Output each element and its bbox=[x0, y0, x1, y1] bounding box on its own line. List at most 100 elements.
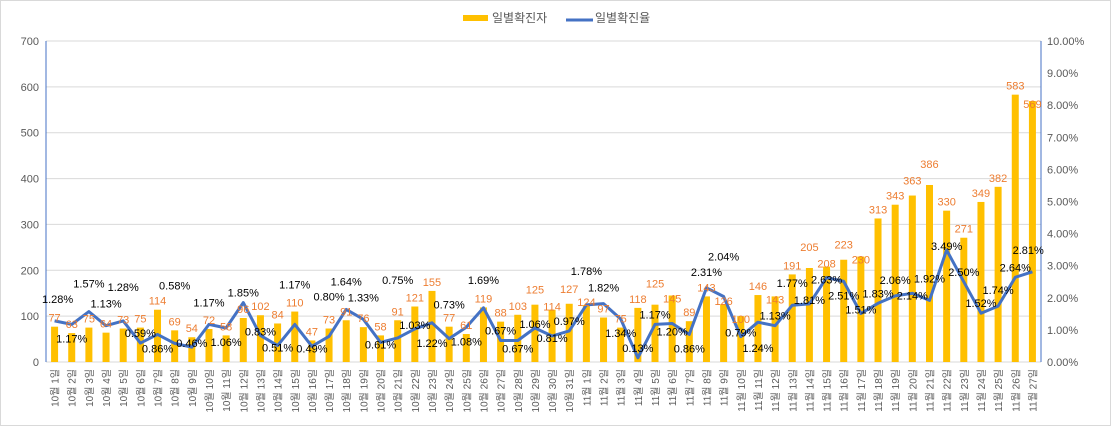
line-data-label: 1.20% bbox=[657, 326, 688, 338]
bar-data-label: 47 bbox=[306, 326, 318, 338]
x-tick-label: 10월 9일 bbox=[187, 369, 199, 407]
bar bbox=[908, 195, 916, 362]
bar-data-label: 118 bbox=[629, 294, 647, 306]
line-data-label: 0.67% bbox=[502, 343, 533, 355]
x-tick-label: 11월 23일 bbox=[959, 369, 971, 412]
line-data-label: 0.58% bbox=[159, 280, 190, 292]
x-tick-label: 10월 31일 bbox=[564, 369, 576, 412]
x-tick-label: 11월 5일 bbox=[650, 369, 662, 406]
bar-data-label: 343 bbox=[886, 191, 904, 203]
x-tick-label: 11월 14일 bbox=[804, 369, 816, 412]
bar bbox=[994, 186, 1002, 362]
line-data-label: 1.13% bbox=[759, 311, 790, 323]
x-tick-label: 11월 27일 bbox=[1027, 369, 1039, 412]
x-tick-label: 11월 2일 bbox=[599, 369, 611, 406]
line-data-label: 2.31% bbox=[691, 267, 722, 279]
x-tick-label: 10월 19일 bbox=[358, 369, 370, 412]
bar bbox=[205, 328, 213, 362]
bar-data-label: 146 bbox=[749, 281, 767, 293]
x-tick-label: 10월 17일 bbox=[324, 369, 336, 412]
bar-data-label: 97 bbox=[597, 304, 609, 316]
bar-data-label: 125 bbox=[526, 285, 544, 297]
bar-data-label: 76 bbox=[357, 313, 369, 325]
x-tick-label: 10월 8일 bbox=[170, 369, 182, 407]
line-data-label: 1.28% bbox=[108, 282, 139, 294]
bar bbox=[394, 320, 402, 362]
line-data-label: 1.17% bbox=[193, 297, 224, 309]
bar-data-label: 119 bbox=[475, 293, 493, 305]
y-right-tick-label: 10.00% bbox=[1047, 36, 1085, 48]
x-tick-label: 10월 13일 bbox=[255, 369, 267, 412]
line-data-label: 1.85% bbox=[228, 288, 259, 300]
bar bbox=[617, 327, 625, 362]
bar-data-label: 84 bbox=[271, 309, 283, 321]
y-left-tick-label: 100 bbox=[21, 311, 39, 323]
x-tick-label: 11월 4일 bbox=[633, 369, 645, 406]
bar bbox=[960, 237, 968, 362]
bar bbox=[342, 320, 350, 362]
bar bbox=[102, 332, 110, 362]
x-tick-label: 10월 25일 bbox=[461, 369, 473, 412]
x-tick-label: 11월 16일 bbox=[839, 369, 851, 412]
x-tick-label: 11월 3일 bbox=[616, 369, 628, 406]
x-tick-label: 10월 3일 bbox=[84, 369, 96, 407]
y-left-tick-label: 0 bbox=[33, 357, 39, 369]
bar-data-label: 75 bbox=[134, 314, 146, 326]
bar-data-label: 110 bbox=[286, 298, 304, 310]
rate-line bbox=[54, 248, 1033, 360]
x-tick-label: 10월 5일 bbox=[118, 369, 130, 407]
x-tick-label: 11월 18일 bbox=[873, 369, 885, 412]
bar bbox=[891, 204, 899, 362]
line-data-label: 1.06% bbox=[519, 319, 550, 331]
x-tick-label: 11월 25일 bbox=[993, 369, 1005, 412]
x-tick-label: 10월 18일 bbox=[341, 369, 353, 412]
y-right-tick-label: 1.00% bbox=[1047, 325, 1078, 337]
bar-data-label: 205 bbox=[800, 242, 818, 254]
line-data-label: 1.17% bbox=[279, 279, 310, 291]
y-left-tick-label: 200 bbox=[21, 265, 39, 277]
line-data-label: 0.46% bbox=[176, 338, 207, 350]
x-tick-label: 11월 9일 bbox=[719, 369, 731, 406]
x-tick-label: 11월 26일 bbox=[1010, 369, 1022, 412]
x-tick-label: 11월 8일 bbox=[701, 369, 713, 406]
x-tick-label: 10월 29일 bbox=[530, 369, 542, 412]
bar bbox=[256, 315, 264, 362]
line-data-label: 2.14% bbox=[897, 290, 928, 302]
line-data-label: 0.51% bbox=[262, 343, 293, 355]
bar-data-label: 126 bbox=[714, 296, 732, 308]
bar-data-label: 230 bbox=[852, 255, 870, 267]
bar-data-label: 569 bbox=[1023, 99, 1041, 111]
legend-bar-swatch bbox=[463, 15, 488, 21]
bar bbox=[668, 295, 676, 362]
bar bbox=[136, 327, 144, 362]
x-tick-label: 11월 12일 bbox=[770, 369, 782, 412]
line-data-label: 0.86% bbox=[674, 343, 705, 355]
bar-data-label: 75 bbox=[615, 314, 627, 326]
bar bbox=[51, 326, 59, 362]
bar bbox=[840, 259, 848, 362]
bar-data-label: 96 bbox=[237, 304, 249, 316]
y-right-tick-label: 8.00% bbox=[1047, 100, 1078, 112]
bar bbox=[1011, 94, 1019, 362]
x-tick-label: 10월 15일 bbox=[290, 369, 302, 412]
line-data-label: 1.64% bbox=[331, 276, 362, 288]
x-tick-label: 10월 11일 bbox=[221, 369, 233, 412]
bar-data-label: 145 bbox=[663, 294, 681, 306]
bar bbox=[788, 274, 796, 362]
bar-data-label: 313 bbox=[869, 204, 887, 216]
line-data-label: 0.59% bbox=[125, 328, 156, 340]
line-data-label: 1.74% bbox=[983, 285, 1014, 297]
bar bbox=[462, 334, 470, 362]
legend-label: 일별확진율 bbox=[595, 11, 650, 25]
line-data-label: 1.34% bbox=[605, 328, 636, 340]
line-data-label: 0.61% bbox=[365, 339, 396, 351]
line-data-label: 1.92% bbox=[914, 273, 945, 285]
line-data-label: 2.50% bbox=[948, 267, 979, 279]
line-data-label: 1.83% bbox=[862, 288, 893, 300]
bar-data-label: 72 bbox=[203, 315, 215, 327]
bar bbox=[737, 316, 745, 362]
y-right-tick-label: 9.00% bbox=[1047, 68, 1078, 80]
bar-data-label: 64 bbox=[100, 319, 112, 331]
